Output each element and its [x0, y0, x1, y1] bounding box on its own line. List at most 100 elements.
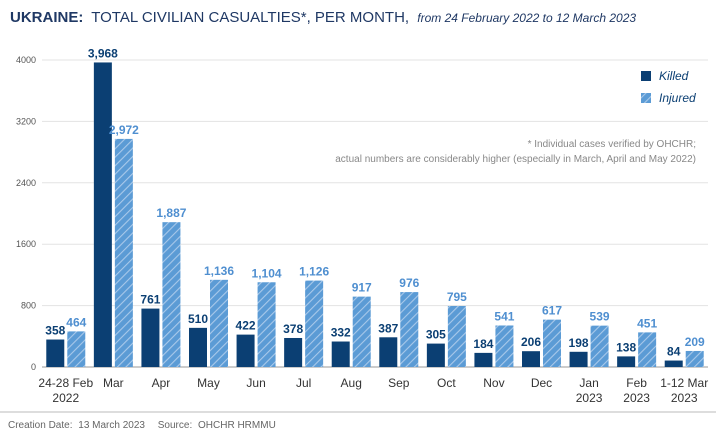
chart-title-main: TOTAL CIVILIAN CASUALTIES*, PER MONTH,	[91, 9, 409, 26]
value-label-killed: 387	[378, 321, 398, 335]
bar-injured	[352, 296, 371, 367]
x-category-label: Jan	[579, 376, 598, 390]
x-category-label: Feb	[626, 376, 647, 390]
source-name: OHCHR HRMMU	[198, 420, 276, 431]
value-label-killed: 84	[667, 345, 681, 359]
bar-injured	[257, 282, 276, 367]
legend-label-injured: Injured	[659, 91, 696, 105]
value-label-killed: 198	[569, 336, 589, 350]
bar-killed	[331, 341, 350, 367]
value-label-injured: 1,136	[204, 264, 234, 278]
value-label-killed: 761	[140, 293, 160, 307]
x-category-label: 2023	[671, 391, 698, 405]
bar-injured	[685, 350, 704, 367]
value-label-injured: 209	[685, 335, 705, 349]
value-label-killed: 332	[331, 326, 351, 340]
bar-killed	[236, 334, 255, 367]
bar-injured	[67, 331, 86, 367]
x-category-label: Sep	[388, 376, 410, 390]
bar-killed	[617, 356, 636, 367]
chart-title-prefix: UKRAINE:	[10, 9, 83, 26]
y-tick-label: 800	[21, 301, 36, 311]
x-category-label: Nov	[483, 376, 504, 390]
bar-injured	[447, 305, 466, 367]
value-label-injured: 1,887	[156, 206, 186, 220]
bar-killed	[522, 351, 540, 367]
y-tick-label: 3200	[16, 116, 36, 126]
legend-swatch-killed	[641, 71, 651, 81]
value-label-injured: 451	[637, 316, 657, 330]
value-label-killed: 3,968	[88, 46, 118, 60]
bars	[46, 62, 704, 368]
y-tick-label: 4000	[16, 55, 36, 65]
x-category-label: Jun	[246, 376, 265, 390]
legend: Killed Injured	[641, 69, 696, 105]
bar-killed	[474, 352, 493, 367]
value-label-injured: 2,972	[109, 123, 139, 137]
bar-injured	[590, 325, 609, 367]
x-category-label: 1-12 Mar	[660, 376, 708, 390]
footnote-line-2: actual numbers are considerably higher (…	[335, 154, 696, 165]
value-label-killed: 510	[188, 312, 208, 326]
bar-killed	[189, 327, 207, 367]
value-label-injured: 917	[352, 281, 372, 295]
y-tick-label: 2400	[16, 178, 36, 188]
value-label-injured: 1,104	[252, 266, 282, 280]
bar-killed	[426, 343, 445, 367]
bar-killed	[284, 337, 303, 367]
x-category-label: 2022	[52, 391, 79, 405]
legend-swatch-injured	[641, 93, 651, 103]
value-label-injured: 539	[590, 310, 610, 324]
chart-title: UKRAINE: TOTAL CIVILIAN CASUALTIES*, PER…	[10, 9, 636, 26]
y-tick-label: 1600	[16, 239, 36, 249]
bar-injured	[400, 292, 419, 367]
x-category-label: Aug	[341, 376, 362, 390]
bar-injured	[495, 325, 514, 367]
bar-injured	[114, 138, 133, 367]
x-category-label: 2023	[623, 391, 650, 405]
creation-date: 13 March 2023	[78, 420, 145, 431]
value-label-killed: 206	[521, 335, 541, 349]
creation-label: Creation Date:	[8, 420, 72, 431]
x-category-label: Oct	[437, 376, 456, 390]
value-label-killed: 184	[473, 337, 493, 351]
value-label-injured: 464	[66, 315, 86, 329]
x-category-label: Apr	[152, 376, 171, 390]
value-label-injured: 1,126	[299, 265, 329, 279]
footnote-line-1: * Individual cases verified by OHCHR;	[528, 139, 696, 150]
footer-credit: Creation Date: 13 March 2023 Source: OHC…	[8, 420, 276, 431]
bar-injured	[543, 319, 561, 367]
chart-subtitle: from 24 February 2022 to 12 March 2023	[417, 11, 636, 25]
x-category-label: 24-28 Feb	[38, 376, 93, 390]
value-label-injured: 617	[542, 304, 562, 318]
x-category-label: Jul	[296, 376, 311, 390]
value-label-injured: 976	[399, 276, 419, 290]
value-label-killed: 378	[283, 322, 303, 336]
bar-killed	[569, 351, 588, 367]
bar-injured	[638, 332, 657, 367]
y-axis-ticks: 4000 3200 2400 1600 800 0	[16, 55, 36, 372]
bar-injured	[305, 280, 324, 367]
bar-killed	[93, 62, 112, 368]
value-label-injured: 795	[447, 290, 467, 304]
value-label-killed: 422	[236, 319, 256, 333]
bar-killed	[379, 337, 398, 367]
bar-injured	[210, 279, 228, 367]
y-tick-label: 0	[31, 362, 36, 372]
bar-killed	[141, 308, 160, 367]
value-label-killed: 358	[45, 324, 65, 338]
bar-killed	[664, 360, 683, 367]
value-label-killed: 305	[426, 328, 446, 342]
x-category-label: Dec	[531, 376, 552, 390]
bar-injured	[162, 222, 181, 367]
x-category-label: 2023	[576, 391, 603, 405]
source-label: Source:	[158, 420, 192, 431]
x-category-label: Mar	[103, 376, 124, 390]
value-label-injured: 541	[494, 309, 514, 323]
value-label-killed: 138	[616, 340, 636, 354]
x-category-label: May	[197, 376, 220, 390]
